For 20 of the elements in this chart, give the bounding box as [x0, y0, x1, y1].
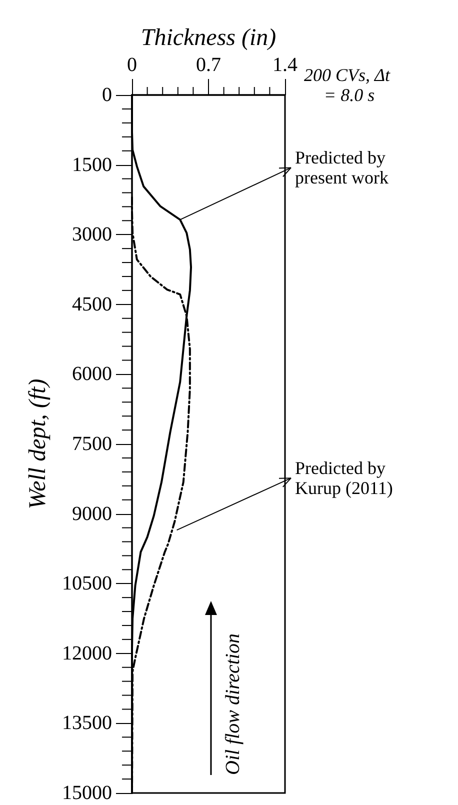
x-tick-label: 1.4: [272, 54, 298, 76]
y-tick-label: 7500: [72, 433, 112, 455]
y-tick-label: 3000: [72, 224, 112, 246]
y-tick-label: 12000: [62, 642, 112, 664]
y-tick-label: 13500: [62, 712, 112, 734]
y-tick-label: 1500: [72, 154, 112, 176]
y-tick-label: 9000: [72, 502, 112, 525]
x-axis-title: Thickness (in): [140, 25, 276, 52]
y-axis-title: Well dept, (ft): [25, 378, 51, 510]
y-tick-label: 0: [102, 84, 112, 106]
annotation: Predicted by present work: [295, 148, 390, 188]
annotation: Oil flow direction: [222, 634, 244, 775]
y-tick-label: 6000: [72, 363, 112, 386]
text: 200 CVs, Δt = 8.0 s: [304, 65, 392, 105]
x-tick-label: 0.7: [196, 54, 221, 76]
x-tick-label: 0: [127, 54, 137, 76]
y-tick-label: 4500: [72, 293, 112, 316]
y-tick-label: 15000: [62, 782, 112, 804]
annotation: Predicted by Kurup (2011): [295, 458, 393, 498]
y-tick-label: 10500: [62, 572, 112, 595]
